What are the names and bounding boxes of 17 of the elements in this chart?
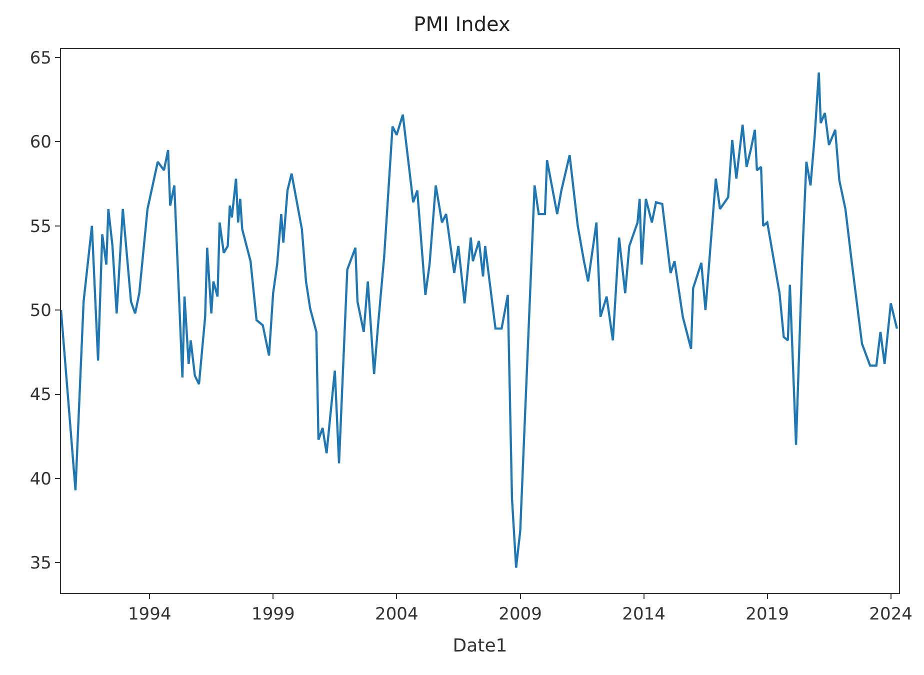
x-axis-title: Date1 [452, 636, 508, 657]
x-tick-label: 2009 [498, 604, 542, 624]
x-tick-label: 1994 [128, 604, 172, 624]
x-tick-label: 2004 [375, 604, 418, 624]
y-tick-label: 40 [30, 469, 52, 490]
y-tick-label: 35 [30, 554, 52, 574]
line-series [61, 71, 898, 569]
y-tick-label: 60 [30, 132, 52, 153]
y-tick-label: 55 [30, 216, 52, 237]
x-tick-label: 2024 [869, 604, 912, 624]
x-tick-label: 1999 [252, 604, 295, 624]
y-tick-label: 45 [30, 385, 52, 406]
x-tick-label: 2014 [622, 604, 666, 624]
x-tick-label: 2019 [746, 604, 789, 624]
chart-title: PMI Index [414, 12, 510, 36]
y-tick-label: 65 [30, 48, 52, 68]
y-tick-label: 50 [30, 301, 52, 321]
